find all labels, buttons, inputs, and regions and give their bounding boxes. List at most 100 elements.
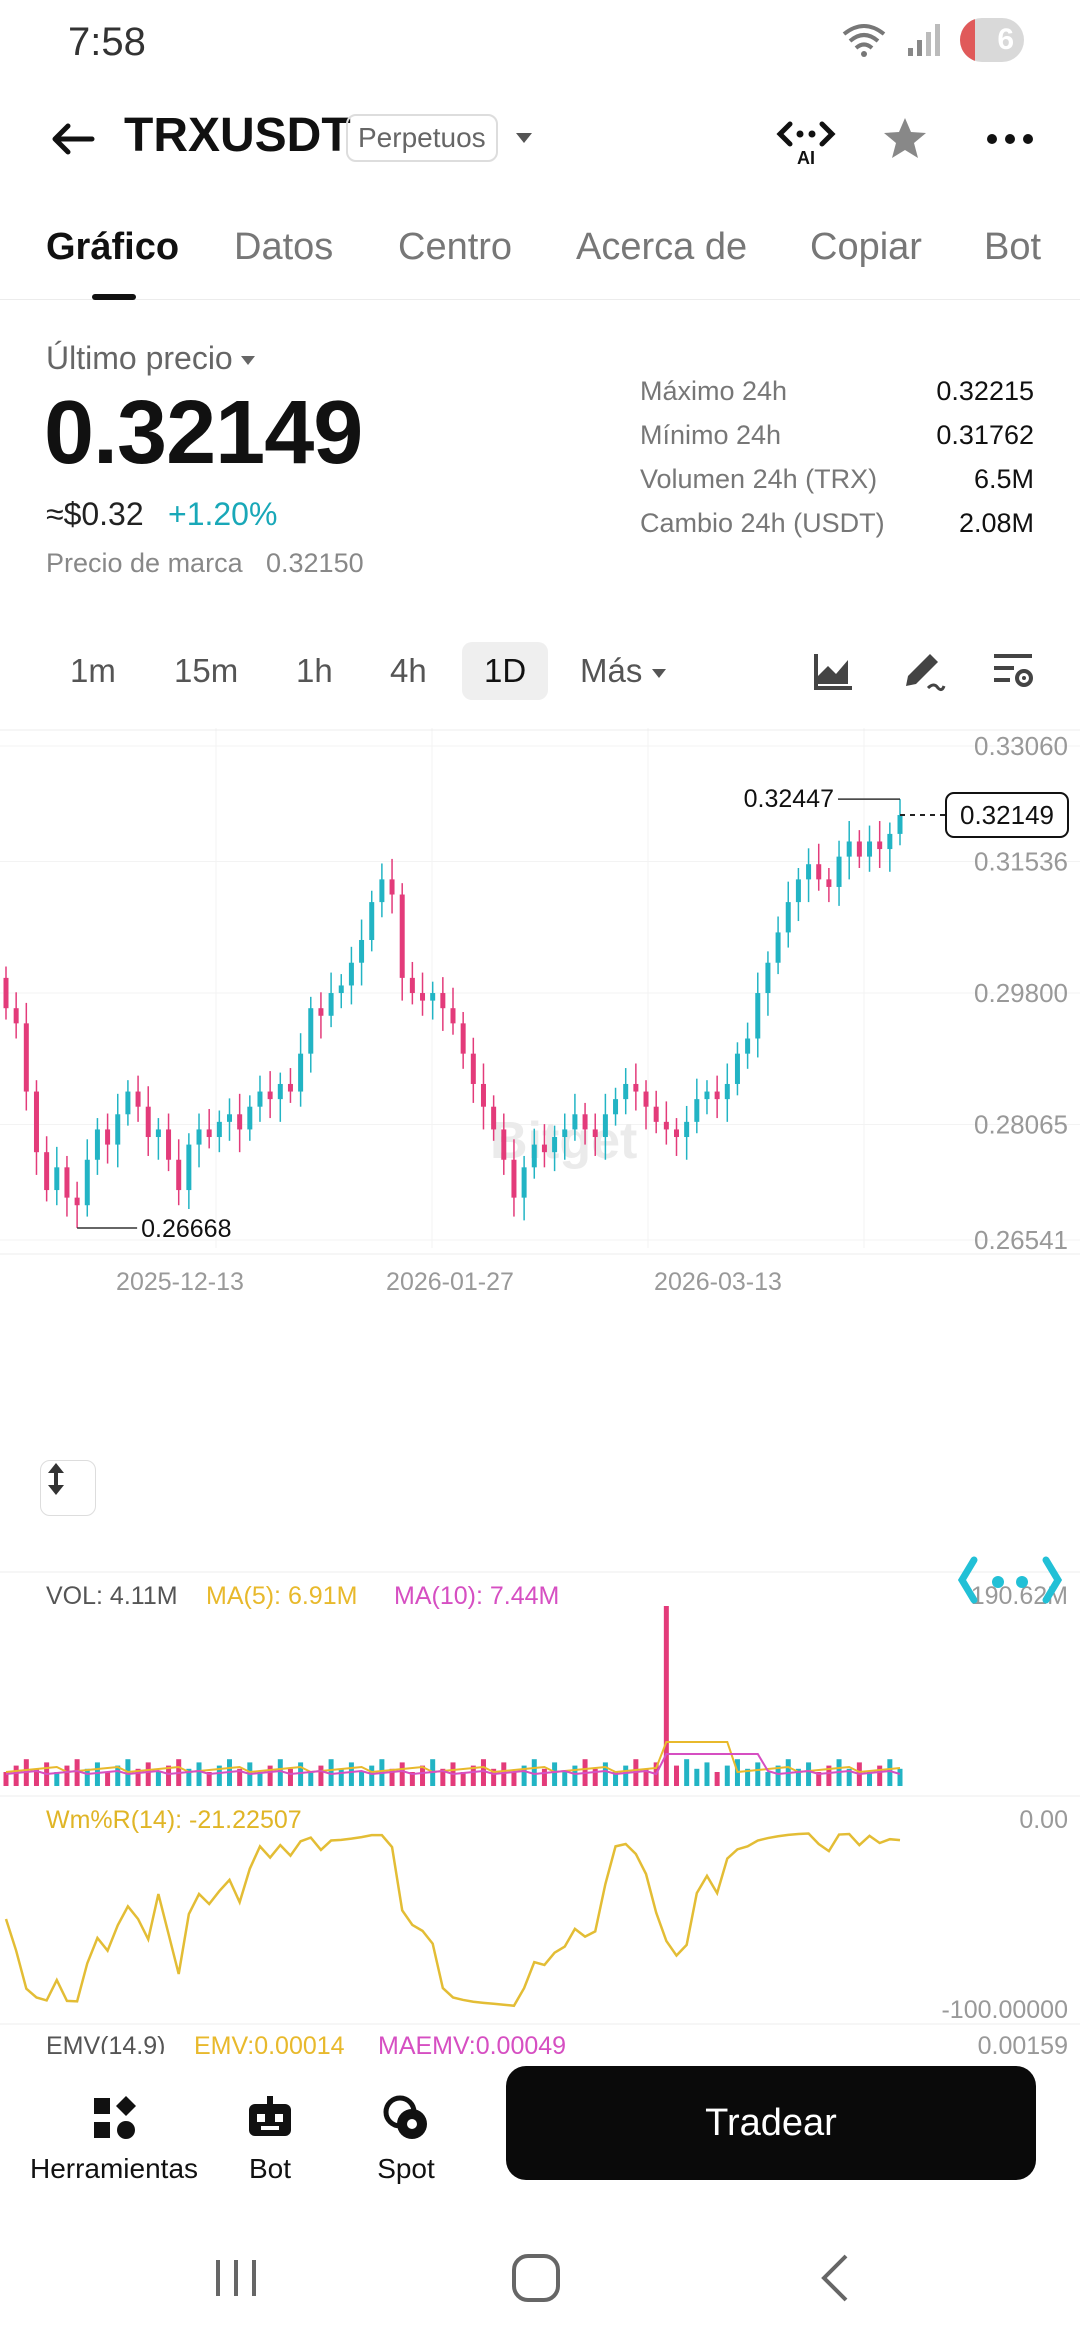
interval-15m[interactable]: 15m: [174, 652, 239, 689]
volume-bar: [562, 1772, 568, 1786]
volume-bar: [298, 1762, 304, 1786]
recent-apps-icon[interactable]: [206, 2248, 266, 2308]
spot-button[interactable]: Spot: [366, 2094, 446, 2185]
interval-selector: 1m 15m 1h 4h 1D Más: [0, 636, 1080, 710]
candle: [694, 1099, 700, 1122]
volume-bar: [3, 1772, 9, 1786]
candle: [887, 833, 893, 850]
status-icons: 6: [840, 18, 1024, 62]
tools-button[interactable]: Herramientas: [26, 2094, 202, 2185]
volume-bar: [765, 1772, 771, 1786]
star-icon[interactable]: [880, 114, 930, 164]
volume-bar: [816, 1772, 822, 1786]
last-price: 0.32149: [44, 383, 363, 483]
y-axis: 0.33060 0.31536 0.29800 0.28065 0.26541: [974, 731, 1068, 1255]
candle: [460, 1023, 466, 1054]
chevron-down-icon[interactable]: [514, 128, 534, 148]
indicator-settings-icon[interactable]: [988, 646, 1038, 696]
bot-button[interactable]: Bot: [234, 2094, 306, 2185]
volume-bar: [389, 1768, 395, 1786]
candle: [3, 977, 9, 1009]
candle: [856, 841, 862, 857]
back-arrow-icon[interactable]: [48, 114, 98, 164]
pair-title[interactable]: TRXUSDT: [124, 109, 351, 162]
volume-ma10-line: [5, 1753, 901, 1776]
current-price-label: 0.32149: [960, 800, 1054, 830]
expand-chart-button[interactable]: [40, 1460, 96, 1516]
tab-data[interactable]: Datos: [234, 226, 334, 268]
candle: [409, 977, 415, 994]
candle: [328, 993, 334, 1016]
candle: [298, 1053, 304, 1092]
volume-bar: [328, 1759, 334, 1786]
volume-bar: [166, 1765, 172, 1786]
candle: [84, 1159, 90, 1206]
volume-bar: [84, 1768, 90, 1786]
back-icon[interactable]: [806, 2248, 866, 2308]
bottom-action-bar: Herramientas Bot Spot Tradear: [0, 2054, 1080, 2254]
stat-row: Volumen 24h (TRX) 6.5M: [640, 464, 1034, 508]
wr-bottom-tick: -100.00000: [941, 1996, 1068, 2024]
chart-area[interactable]: Bitget 0.33060 0.31536 0.29800 0.28065 0.265…: [0, 728, 1080, 2054]
tab-copy[interactable]: Copiar: [810, 226, 922, 268]
high-price-label: 0.32447: [744, 785, 834, 813]
interval-1d[interactable]: 1D: [462, 642, 549, 700]
volume-bar: [826, 1765, 832, 1786]
home-icon[interactable]: [506, 2248, 566, 2308]
contract-type-badge[interactable]: Perpetuos: [346, 114, 498, 162]
chart-type-icon[interactable]: [808, 646, 858, 696]
ai-assistant-icon[interactable]: AI: [776, 114, 836, 166]
tab-bot[interactable]: Bot: [984, 226, 1042, 268]
candle: [379, 879, 385, 903]
interval-1m[interactable]: 1m: [70, 652, 116, 689]
emv-tick: 0.00159: [978, 2032, 1068, 2054]
volume-bar: [186, 1768, 192, 1786]
volume-bar: [531, 1759, 537, 1786]
candle: [795, 879, 801, 903]
interval-1h[interactable]: 1h: [296, 652, 333, 689]
candle: [684, 1121, 690, 1138]
candlestick-chart[interactable]: Bitget 0.330600.315360.298000.280650.265…: [0, 728, 1080, 2054]
stat-value: 0.32215: [936, 376, 1034, 406]
x-tick-label: 2025-12-13: [116, 1268, 244, 1296]
interval-more[interactable]: Más: [580, 652, 667, 690]
spot-icon: [383, 2095, 427, 2139]
candle: [755, 993, 761, 1039]
system-nav-bar: [0, 2220, 1080, 2340]
stat-value: 0.31762: [936, 420, 1034, 450]
caret-down-icon: [652, 668, 667, 678]
candle: [216, 1121, 222, 1138]
tab-chart[interactable]: Gráfico: [46, 226, 180, 268]
volume-bar: [613, 1772, 619, 1786]
tab-center[interactable]: Centro: [398, 226, 513, 268]
x-tick-label: 2026-03-13: [654, 1268, 782, 1296]
last-price-selector[interactable]: Último precio: [46, 340, 255, 377]
candle: [186, 1144, 192, 1191]
volume-bar: [663, 1606, 669, 1786]
candle: [13, 1008, 19, 1024]
volume-bar: [54, 1772, 60, 1786]
tab-about[interactable]: Acerca de: [576, 226, 748, 268]
candle: [613, 1099, 619, 1115]
candle: [227, 1114, 232, 1122]
interval-more-label: Más: [580, 652, 643, 689]
scroll-to-latest-icon[interactable]: [957, 1556, 1063, 1604]
candles: [3, 799, 903, 1228]
price-annotations: 0.32447 0.26668 0.32149: [77, 785, 1069, 1243]
trade-button[interactable]: Tradear: [506, 2066, 1036, 2180]
candle: [562, 1129, 568, 1138]
volume-bar: [602, 1762, 608, 1786]
candle: [663, 1121, 669, 1130]
candle: [206, 1129, 212, 1138]
candle: [816, 864, 822, 880]
volume-bar: [74, 1759, 80, 1786]
interval-4h[interactable]: 4h: [390, 652, 427, 689]
drawing-tool-icon[interactable]: [898, 646, 948, 696]
battery-fill: [960, 18, 976, 62]
candle: [501, 1129, 507, 1160]
more-options-icon[interactable]: [980, 114, 1040, 164]
robot-icon: [249, 2096, 291, 2136]
volume-bar: [135, 1768, 141, 1786]
candle: [734, 1053, 740, 1084]
volume-bar: [592, 1768, 598, 1786]
